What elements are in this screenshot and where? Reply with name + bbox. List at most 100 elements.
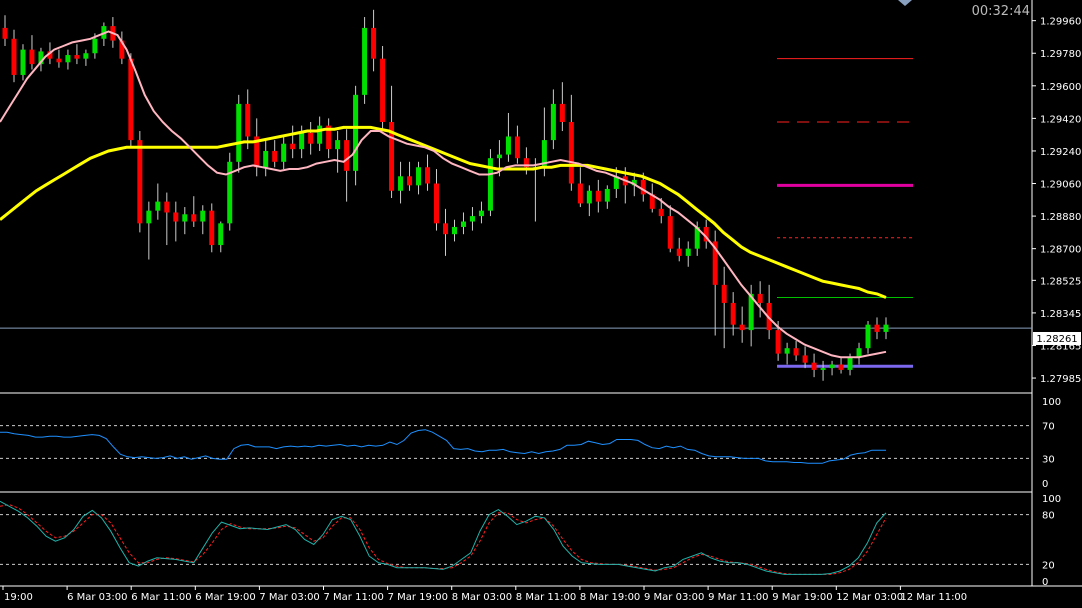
candle[interactable]	[577, 167, 583, 208]
candle[interactable]	[416, 161, 422, 195]
candle-body	[407, 176, 413, 186]
candle[interactable]	[550, 89, 556, 150]
candle[interactable]	[757, 281, 763, 318]
candle[interactable]	[164, 192, 170, 246]
candle-body	[119, 40, 125, 59]
price-label: 1.28525	[1040, 276, 1081, 287]
candle[interactable]	[173, 201, 179, 242]
candle[interactable]	[505, 112, 511, 162]
candle[interactable]	[820, 360, 826, 381]
candle[interactable]	[74, 44, 80, 65]
candle[interactable]	[559, 82, 565, 132]
stochastic-pane[interactable]: 100 80 20 0	[0, 494, 1061, 588]
candle[interactable]	[65, 49, 71, 70]
candle[interactable]	[460, 212, 466, 235]
candle-body	[577, 183, 583, 204]
candle[interactable]	[595, 179, 601, 213]
candle[interactable]	[667, 205, 673, 253]
candle[interactable]	[766, 284, 772, 340]
candle[interactable]	[703, 219, 709, 249]
candle[interactable]	[191, 196, 197, 227]
rsi-pane[interactable]: 100 70 30 0	[0, 397, 1061, 490]
candle[interactable]	[245, 89, 251, 150]
candle[interactable]	[353, 85, 359, 186]
candle[interactable]	[290, 125, 296, 159]
candle[interactable]	[362, 17, 368, 104]
candle[interactable]	[326, 118, 332, 159]
candle[interactable]	[56, 49, 62, 68]
candle[interactable]	[604, 185, 610, 209]
candle[interactable]	[335, 131, 341, 173]
candle[interactable]	[371, 9, 377, 72]
candle[interactable]	[514, 125, 520, 164]
candle-body	[883, 324, 889, 332]
candle[interactable]	[802, 346, 808, 369]
candle[interactable]	[11, 29, 17, 83]
candle[interactable]	[658, 198, 664, 224]
candle[interactable]	[793, 340, 799, 361]
candle[interactable]	[425, 154, 431, 191]
candle[interactable]	[263, 140, 269, 177]
candle[interactable]	[649, 183, 655, 213]
candle[interactable]	[119, 31, 125, 65]
candle-body	[47, 51, 53, 59]
candle[interactable]	[227, 152, 233, 231]
candle[interactable]	[83, 49, 89, 66]
candle-body	[451, 226, 457, 235]
candle[interactable]	[281, 136, 287, 170]
main-price-pane[interactable]	[0, 9, 1032, 381]
candle[interactable]	[811, 353, 817, 378]
candle[interactable]	[146, 201, 152, 260]
candle[interactable]	[730, 292, 736, 336]
candle[interactable]	[182, 207, 188, 235]
candle[interactable]	[568, 94, 574, 191]
candle[interactable]	[487, 149, 493, 217]
candle[interactable]	[236, 94, 242, 173]
candle[interactable]	[218, 221, 224, 253]
candle[interactable]	[856, 342, 862, 365]
candle[interactable]	[739, 306, 745, 343]
scroll-marker-icon[interactable]	[898, 0, 912, 6]
candle[interactable]	[443, 208, 448, 256]
candle-body	[595, 190, 601, 202]
candle[interactable]	[721, 266, 727, 349]
candle[interactable]	[685, 241, 691, 267]
candle-body	[469, 216, 475, 222]
candle[interactable]	[478, 201, 484, 224]
candle[interactable]	[865, 321, 871, 354]
candle[interactable]	[20, 44, 26, 81]
candle[interactable]	[128, 53, 134, 148]
candle[interactable]	[317, 116, 323, 151]
candle[interactable]	[829, 360, 835, 376]
candle[interactable]	[676, 237, 682, 262]
candle[interactable]	[451, 219, 457, 242]
candle[interactable]	[272, 140, 278, 168]
rsi-axis-label: 0	[1042, 479, 1048, 490]
candle[interactable]	[407, 161, 413, 191]
candle[interactable]	[784, 342, 790, 365]
candle[interactable]	[874, 317, 880, 340]
candle[interactable]	[380, 46, 386, 132]
candle[interactable]	[209, 203, 215, 253]
candle[interactable]	[838, 357, 844, 374]
candle[interactable]	[541, 107, 547, 177]
moving-average-slow	[0, 125, 887, 299]
candle-body	[74, 55, 80, 59]
candle-body	[281, 143, 287, 162]
candle[interactable]	[200, 205, 206, 235]
candle[interactable]	[254, 118, 260, 177]
candle[interactable]	[2, 15, 8, 46]
candle[interactable]	[398, 161, 404, 204]
candle[interactable]	[434, 169, 440, 231]
candle[interactable]	[308, 122, 314, 155]
candle[interactable]	[38, 47, 44, 72]
candle[interactable]	[389, 85, 395, 198]
candle[interactable]	[344, 129, 350, 202]
candle[interactable]	[469, 207, 475, 231]
candle[interactable]	[155, 183, 161, 220]
candle[interactable]	[29, 35, 35, 70]
candle[interactable]	[586, 185, 592, 217]
candle[interactable]	[883, 317, 889, 340]
candle-body	[335, 140, 341, 150]
